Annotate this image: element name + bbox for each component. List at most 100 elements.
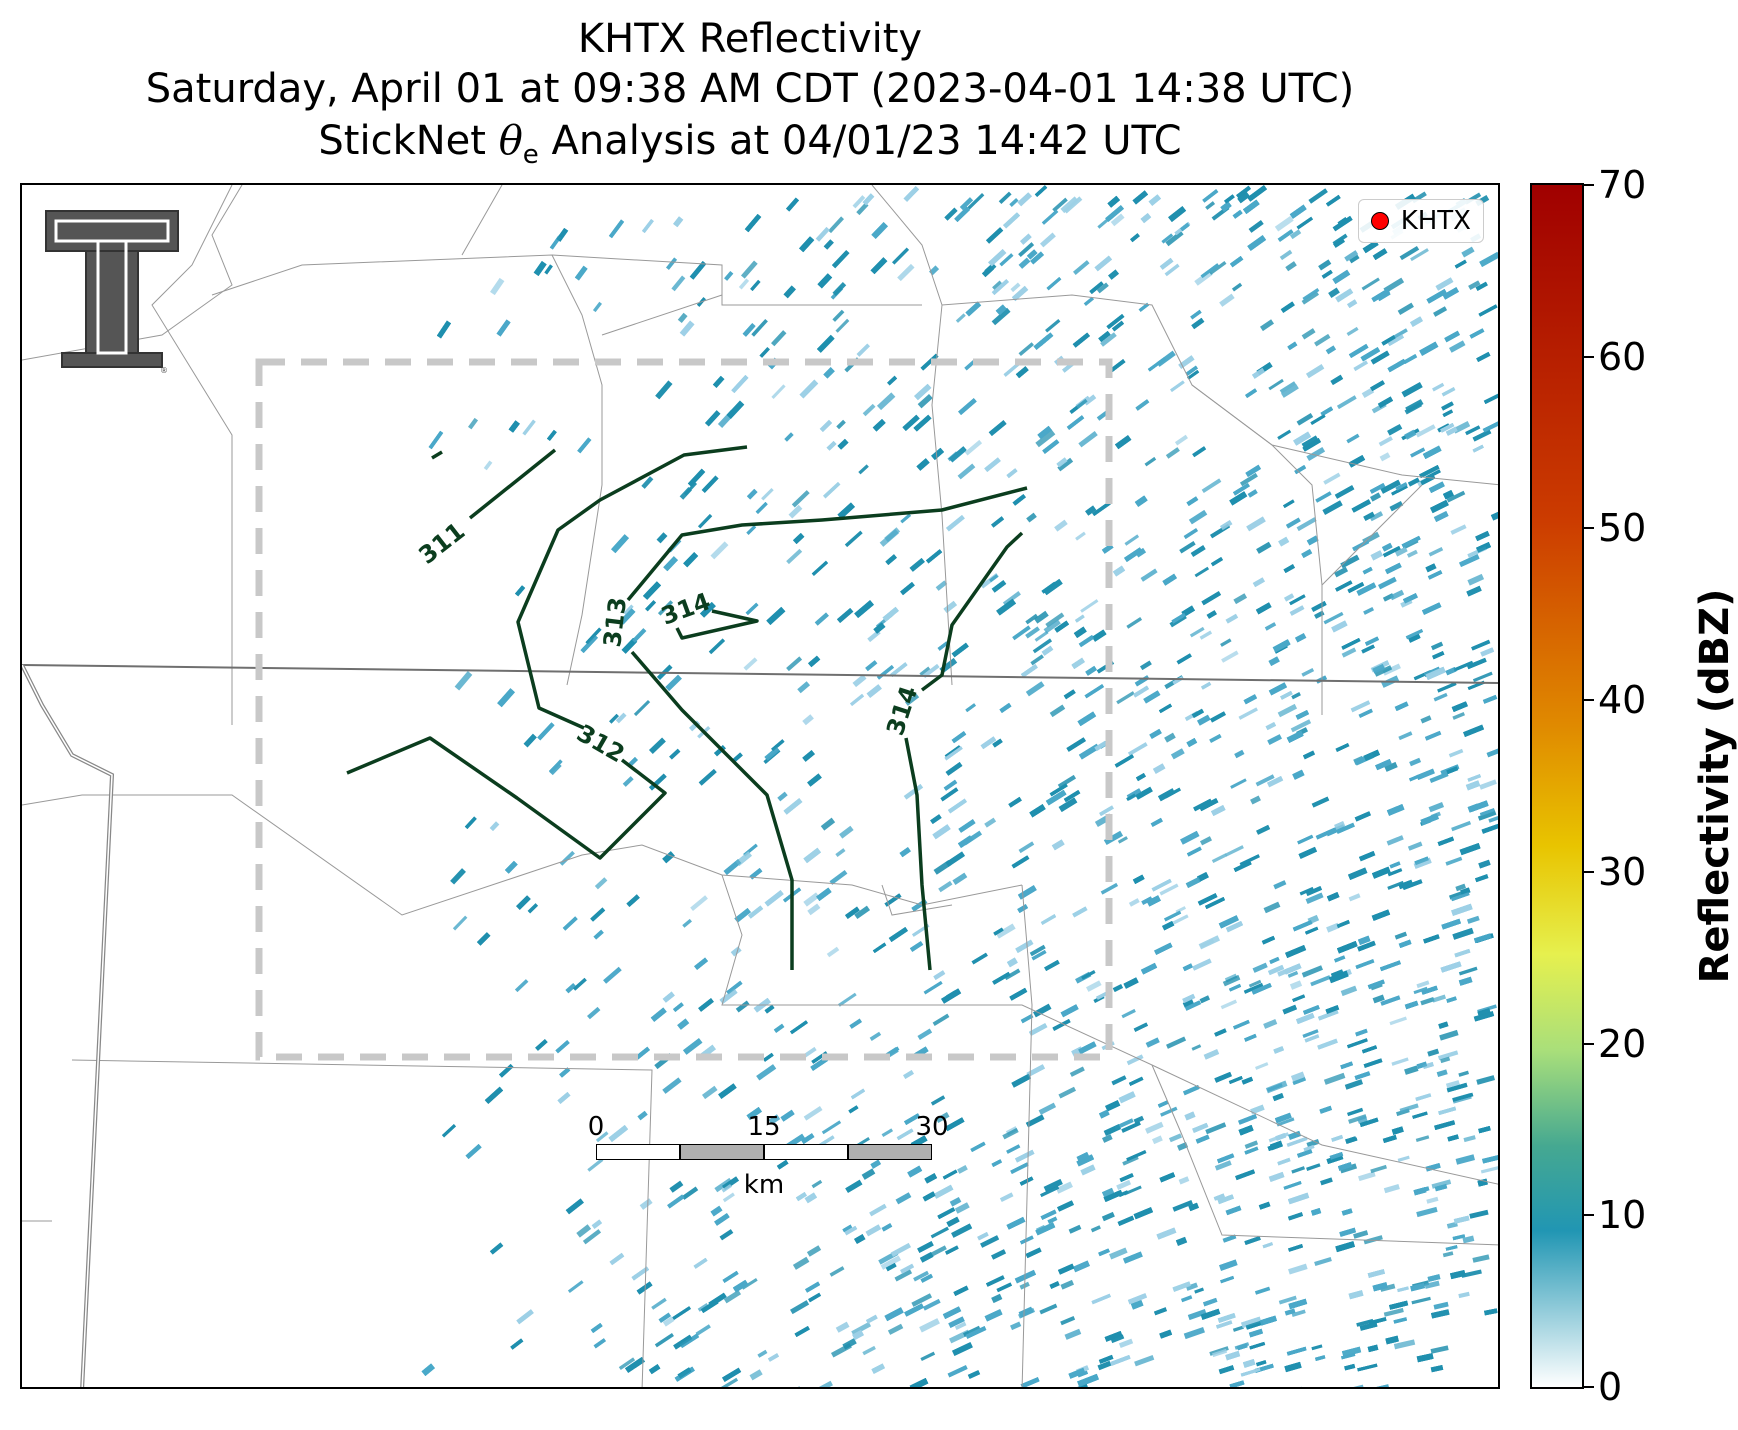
reflectivity-pixel xyxy=(1354,811,1371,822)
colorbar-tick xyxy=(1584,527,1594,530)
reflectivity-pixel xyxy=(1268,1171,1285,1182)
state-line xyxy=(22,664,1498,684)
reflectivity-pixel xyxy=(1416,1353,1434,1363)
reflectivity-pixel xyxy=(645,600,656,612)
reflectivity-pixel xyxy=(1387,868,1403,877)
radar-map[interactable]: 311 312 313 314 314 ® KHTX xyxy=(20,183,1500,1389)
reflectivity-pixel xyxy=(1250,1104,1265,1115)
reflectivity-pixel xyxy=(942,1306,962,1319)
reflectivity-pixel xyxy=(1415,424,1436,438)
reflectivity-pixel xyxy=(1209,733,1222,743)
reflectivity-pixel xyxy=(1081,970,1096,980)
reflectivity-pixel xyxy=(1262,1242,1273,1249)
reflectivity-pixel xyxy=(1371,288,1390,303)
reflectivity-pixel xyxy=(1423,934,1440,944)
reflectivity-pixel xyxy=(1192,958,1212,971)
reflectivity-pixel xyxy=(991,1293,1003,1304)
reflectivity-pixel xyxy=(815,226,830,242)
reflectivity-pixel xyxy=(1401,382,1423,398)
reflectivity-pixel xyxy=(1363,749,1380,762)
reflectivity-pixel xyxy=(1182,963,1193,972)
reflectivity-pixel xyxy=(1238,1124,1254,1136)
reflectivity-pixel xyxy=(829,870,848,885)
reflectivity-pixel xyxy=(1210,711,1226,723)
reflectivity-pixel xyxy=(591,1219,603,1229)
reflectivity-pixel xyxy=(790,1020,808,1035)
reflectivity-pixel xyxy=(1256,1360,1267,1367)
reflectivity-pixel xyxy=(1356,1318,1374,1327)
reflectivity-pixel xyxy=(582,1229,602,1245)
reflectivity-pixel xyxy=(1419,465,1440,479)
reflectivity-pixel xyxy=(931,447,945,460)
reflectivity-pixel xyxy=(516,1309,534,1325)
reflectivity-pixel xyxy=(516,895,531,910)
reflectivity-pixel xyxy=(1247,489,1258,498)
reflectivity-pixel xyxy=(835,1321,850,1333)
reflectivity-pixel xyxy=(1328,970,1349,984)
reflectivity-pixel xyxy=(1295,633,1307,643)
scale-segment xyxy=(764,1144,848,1160)
reflectivity-pixel xyxy=(1043,578,1063,596)
reflectivity-pixel xyxy=(450,868,466,885)
reflectivity-pixel xyxy=(1229,256,1244,268)
reflectivity-pixel xyxy=(757,1349,768,1358)
reflectivity-pixel xyxy=(496,319,511,337)
reflectivity-pixel xyxy=(1075,614,1085,623)
reflectivity-pixel xyxy=(1479,779,1497,790)
reflectivity-pixel xyxy=(1399,245,1420,261)
reflectivity-pixel xyxy=(1354,1071,1371,1081)
reflectivity-pixel xyxy=(1416,1061,1428,1069)
reflectivity-pixel xyxy=(1073,260,1090,275)
reflectivity-pixel xyxy=(904,1113,921,1126)
reflectivity-pixel xyxy=(693,1257,708,1269)
reflectivity-pixel xyxy=(1085,505,1097,516)
reflectivity-pixel xyxy=(641,219,654,233)
reflectivity-pixel xyxy=(1344,1363,1356,1371)
reflectivity-pixel xyxy=(1441,401,1454,411)
reflectivity-pixel xyxy=(1220,638,1232,647)
reflectivity-pixel xyxy=(1041,581,1057,594)
reflectivity-pixel xyxy=(428,430,444,450)
county-line xyxy=(1321,484,1423,586)
reflectivity-pixel xyxy=(1074,1383,1088,1387)
reflectivity-pixel xyxy=(1404,1065,1419,1075)
reflectivity-pixel xyxy=(1292,994,1306,1003)
reflectivity-pixel xyxy=(941,988,962,1004)
reflectivity-pixel xyxy=(1054,519,1068,532)
reflectivity-pixel xyxy=(743,657,758,671)
reflectivity-pixel xyxy=(710,541,729,560)
contour-313 xyxy=(630,650,794,970)
county-line xyxy=(871,185,1498,486)
reflectivity-pixel xyxy=(1276,1117,1295,1127)
reflectivity-pixel xyxy=(594,877,608,890)
reflectivity-pixel xyxy=(871,1363,885,1374)
reflectivity-pixel xyxy=(1054,620,1070,633)
reflectivity-pixel xyxy=(1314,1256,1332,1267)
reflectivity-pixel xyxy=(1231,282,1243,292)
reflectivity-pixel xyxy=(454,671,473,691)
reflectivity-pixel xyxy=(1268,964,1285,976)
reflectivity-pixel xyxy=(533,261,547,276)
reflectivity-pixel xyxy=(913,414,932,432)
reflectivity-pixel xyxy=(1180,830,1200,845)
reflectivity-pixel xyxy=(1361,387,1375,398)
reflectivity-pixel xyxy=(1031,949,1047,961)
reflectivity-pixel xyxy=(609,713,619,724)
reflectivity-pixel xyxy=(1290,1071,1305,1082)
reflectivity-pixel xyxy=(609,1252,625,1266)
reflectivity-pixel xyxy=(1154,942,1173,955)
reflectivity-pixel xyxy=(632,628,647,643)
reflectivity-pixel xyxy=(845,906,860,919)
reflectivity-pixel xyxy=(1475,530,1490,542)
reflectivity-pixel xyxy=(1361,644,1375,654)
scale-segment xyxy=(848,1144,932,1160)
reflectivity-pixel xyxy=(1430,1309,1450,1319)
reflectivity-pixel xyxy=(1035,1222,1056,1236)
reflectivity-pixel xyxy=(935,1112,950,1124)
reflectivity-pixel xyxy=(1459,842,1481,856)
reflectivity-pixel xyxy=(937,641,949,651)
reflectivity-pixel xyxy=(959,197,974,211)
reflectivity-pixel xyxy=(1340,985,1358,997)
reflectivity-pixel xyxy=(1225,920,1244,933)
reflectivity-pixel xyxy=(654,1333,674,1348)
